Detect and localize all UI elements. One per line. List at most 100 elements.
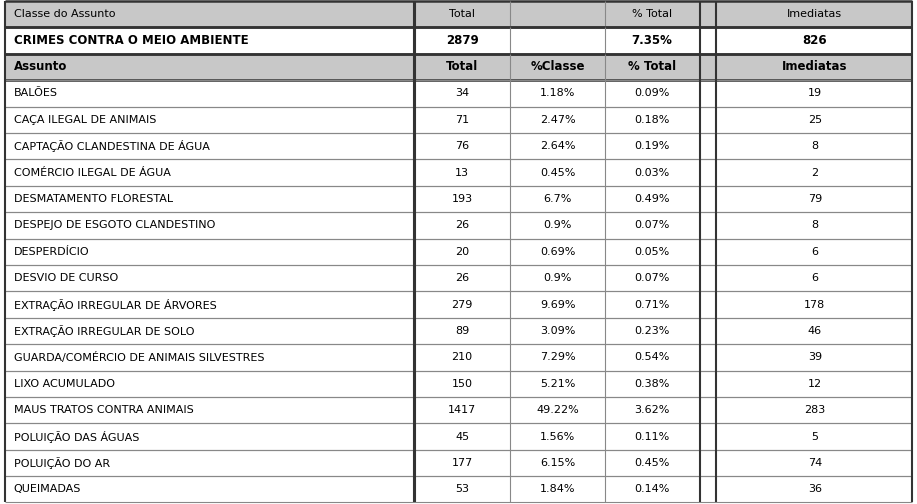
Text: 12: 12 bbox=[808, 379, 822, 389]
Text: %Classe: %Classe bbox=[530, 60, 585, 74]
Text: 71: 71 bbox=[455, 115, 470, 125]
Text: 6.15%: 6.15% bbox=[540, 458, 575, 468]
Text: 13: 13 bbox=[455, 167, 470, 177]
Text: BALÕES: BALÕES bbox=[14, 88, 58, 98]
Text: 6.7%: 6.7% bbox=[544, 194, 571, 204]
Text: 79: 79 bbox=[808, 194, 822, 204]
Text: 26: 26 bbox=[455, 220, 470, 230]
Text: 6: 6 bbox=[812, 273, 818, 283]
Bar bbox=[5, 212, 912, 238]
Text: CAPTAÇÃO CLANDESTINA DE ÁGUA: CAPTAÇÃO CLANDESTINA DE ÁGUA bbox=[14, 140, 210, 152]
Text: 7.29%: 7.29% bbox=[540, 352, 575, 362]
Bar bbox=[5, 159, 912, 186]
Text: MAUS TRATOS CONTRA ANIMAIS: MAUS TRATOS CONTRA ANIMAIS bbox=[14, 405, 193, 415]
Text: 0.9%: 0.9% bbox=[544, 220, 571, 230]
Bar bbox=[5, 80, 912, 106]
Text: 2879: 2879 bbox=[446, 34, 479, 47]
Text: DESPERDÍCIO: DESPERDÍCIO bbox=[14, 247, 89, 257]
Text: 53: 53 bbox=[455, 484, 470, 494]
Text: GUARDA/COMÉRCIO DE ANIMAIS SILVESTRES: GUARDA/COMÉRCIO DE ANIMAIS SILVESTRES bbox=[14, 352, 264, 363]
Text: 1.18%: 1.18% bbox=[540, 88, 575, 98]
Text: 0.23%: 0.23% bbox=[635, 326, 669, 336]
Text: 74: 74 bbox=[808, 458, 822, 468]
Text: 177: 177 bbox=[451, 458, 473, 468]
Text: % Total: % Total bbox=[632, 9, 672, 19]
Text: 6: 6 bbox=[812, 247, 818, 257]
Text: 8: 8 bbox=[812, 141, 818, 151]
Text: 45: 45 bbox=[455, 431, 470, 442]
Text: CRIMES CONTRA O MEIO AMBIENTE: CRIMES CONTRA O MEIO AMBIENTE bbox=[14, 34, 249, 47]
Text: 9.69%: 9.69% bbox=[540, 299, 575, 309]
Text: EXTRAÇÃO IRREGULAR DE ÁRVORES: EXTRAÇÃO IRREGULAR DE ÁRVORES bbox=[14, 298, 216, 310]
Text: 1417: 1417 bbox=[448, 405, 476, 415]
Text: 1.56%: 1.56% bbox=[540, 431, 575, 442]
Text: 0.19%: 0.19% bbox=[635, 141, 669, 151]
Text: 2: 2 bbox=[812, 167, 818, 177]
Text: DESMATAMENTO FLORESTAL: DESMATAMENTO FLORESTAL bbox=[14, 194, 173, 204]
Text: DESVIO DE CURSO: DESVIO DE CURSO bbox=[14, 273, 118, 283]
Text: CAÇA ILEGAL DE ANIMAIS: CAÇA ILEGAL DE ANIMAIS bbox=[14, 115, 156, 125]
Text: 0.38%: 0.38% bbox=[635, 379, 669, 389]
Text: 279: 279 bbox=[451, 299, 473, 309]
Bar bbox=[5, 370, 912, 397]
Text: % Total: % Total bbox=[628, 60, 676, 74]
Text: 826: 826 bbox=[802, 34, 827, 47]
Text: 0.69%: 0.69% bbox=[540, 247, 575, 257]
Text: 193: 193 bbox=[451, 194, 473, 204]
Text: 1.84%: 1.84% bbox=[540, 484, 575, 494]
Text: 3.09%: 3.09% bbox=[540, 326, 575, 336]
Text: 0.11%: 0.11% bbox=[635, 431, 669, 442]
Text: 0.14%: 0.14% bbox=[635, 484, 669, 494]
Bar bbox=[5, 54, 912, 80]
Text: 46: 46 bbox=[808, 326, 822, 336]
Text: Total: Total bbox=[446, 60, 479, 74]
Text: 20: 20 bbox=[455, 247, 470, 257]
Text: DESPEJO DE ESGOTO CLANDESTINO: DESPEJO DE ESGOTO CLANDESTINO bbox=[14, 220, 215, 230]
Text: COMÉRCIO ILEGAL DE ÁGUA: COMÉRCIO ILEGAL DE ÁGUA bbox=[14, 167, 171, 177]
Text: 25: 25 bbox=[808, 115, 822, 125]
Bar bbox=[5, 318, 912, 344]
Text: 0.07%: 0.07% bbox=[635, 220, 669, 230]
Text: 0.09%: 0.09% bbox=[635, 88, 669, 98]
Text: Classe do Assunto: Classe do Assunto bbox=[14, 9, 116, 19]
Text: 0.03%: 0.03% bbox=[635, 167, 669, 177]
Text: Imediatas: Imediatas bbox=[782, 60, 847, 74]
Text: 8: 8 bbox=[812, 220, 818, 230]
Text: QUEIMADAS: QUEIMADAS bbox=[14, 484, 81, 494]
Text: POLUIÇÃO DAS ÁGUAS: POLUIÇÃO DAS ÁGUAS bbox=[14, 430, 139, 443]
Text: 49.22%: 49.22% bbox=[536, 405, 579, 415]
Bar bbox=[5, 476, 912, 502]
Text: 0.45%: 0.45% bbox=[635, 458, 669, 468]
Text: 210: 210 bbox=[451, 352, 473, 362]
Text: 0.71%: 0.71% bbox=[635, 299, 669, 309]
Text: 3.62%: 3.62% bbox=[635, 405, 669, 415]
Text: 178: 178 bbox=[804, 299, 825, 309]
Text: 0.9%: 0.9% bbox=[544, 273, 571, 283]
Bar bbox=[5, 265, 912, 291]
Bar bbox=[5, 186, 912, 212]
Text: 89: 89 bbox=[455, 326, 470, 336]
Text: 39: 39 bbox=[808, 352, 822, 362]
Bar bbox=[5, 27, 912, 54]
Text: 2.64%: 2.64% bbox=[540, 141, 575, 151]
Text: 0.45%: 0.45% bbox=[540, 167, 575, 177]
Bar bbox=[5, 291, 912, 318]
Text: 2.47%: 2.47% bbox=[540, 115, 575, 125]
Text: 76: 76 bbox=[455, 141, 470, 151]
Text: 34: 34 bbox=[455, 88, 470, 98]
Text: Imediatas: Imediatas bbox=[787, 9, 843, 19]
Bar bbox=[5, 133, 912, 159]
Text: Total: Total bbox=[449, 9, 475, 19]
Bar bbox=[5, 1, 912, 27]
Text: 7.35%: 7.35% bbox=[632, 34, 672, 47]
Text: 0.18%: 0.18% bbox=[635, 115, 669, 125]
Bar bbox=[5, 106, 912, 133]
Bar bbox=[5, 238, 912, 265]
Bar bbox=[5, 450, 912, 476]
Text: 0.54%: 0.54% bbox=[635, 352, 669, 362]
Text: EXTRAÇÃO IRREGULAR DE SOLO: EXTRAÇÃO IRREGULAR DE SOLO bbox=[14, 325, 194, 337]
Text: 0.49%: 0.49% bbox=[635, 194, 669, 204]
Text: 36: 36 bbox=[808, 484, 822, 494]
Bar bbox=[5, 344, 912, 370]
Bar bbox=[5, 397, 912, 423]
